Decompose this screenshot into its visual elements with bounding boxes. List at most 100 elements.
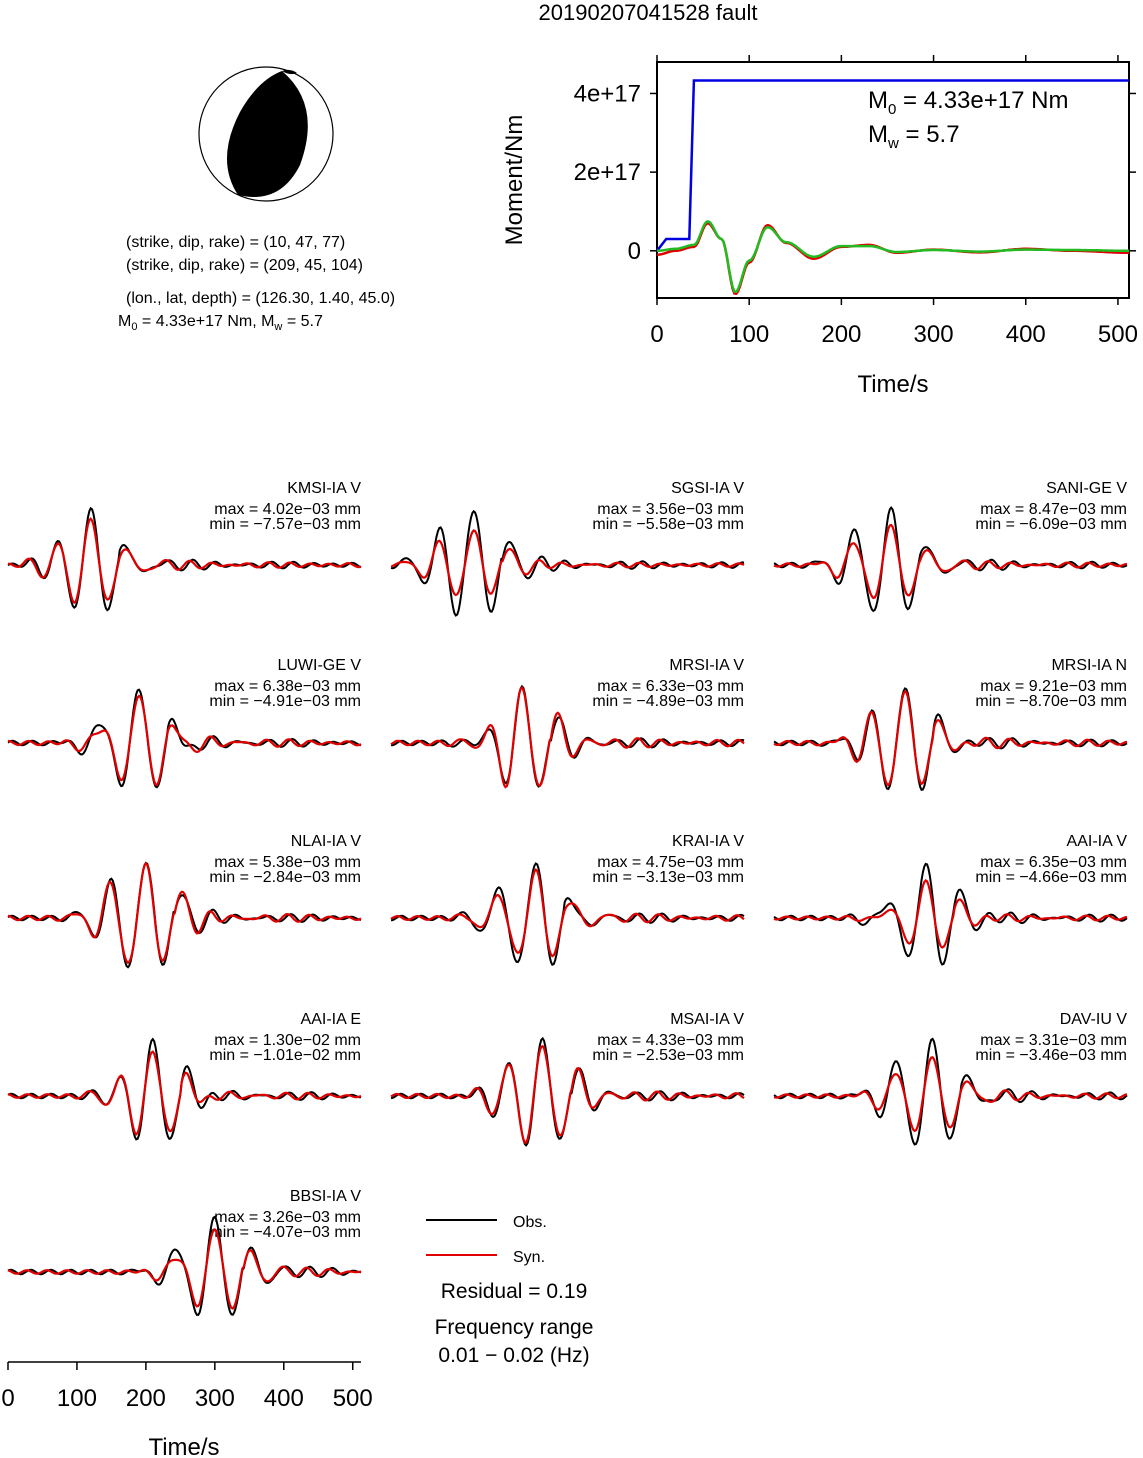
stf-m0-label: M0 = 4.33e+17 Nm [868, 87, 1068, 118]
trace-synthetic [7, 517, 362, 605]
stf-ytick-label: 0 [628, 238, 641, 265]
trace-synthetic [773, 879, 1128, 949]
bottom-xtick-label: 500 [333, 1385, 373, 1412]
trace-max-label: max = 9.21e−03 mm [980, 678, 1127, 695]
trace-station-label: LUWI-GE V [277, 657, 361, 674]
stf-frame [656, 61, 1130, 299]
bottom-xtick-label: 100 [57, 1385, 97, 1412]
stf-xtick-label: 500 [1098, 321, 1138, 348]
trace-max-label: max = 6.33e−03 mm [597, 678, 744, 695]
stf-cumulative-moment [656, 79, 1129, 252]
bottom-xtick-label: 300 [195, 1385, 235, 1412]
legend-obs-label: Obs. [513, 1214, 547, 1231]
trace-synthetic [7, 694, 362, 787]
trace-synthetic [773, 689, 1128, 787]
trace-synthetic [7, 861, 362, 965]
trace-min-label: min = −4.07e−03 mm [209, 1224, 361, 1241]
plane1-text: (strike, dip, rake) = (10, 47, 77) [126, 234, 345, 251]
trace-station-label: MRSI-IA N [1051, 657, 1127, 674]
bottom-xtick-label: 0 [1, 1385, 14, 1412]
legend-syn-label: Syn. [513, 1249, 545, 1266]
legend: Obs. Syn. Residual = 0.19 Frequency rang… [426, 1214, 593, 1367]
trace-station-label: MRSI-IA V [669, 657, 744, 674]
stf-xlabel: Time/s [857, 371, 928, 398]
plane2-text: (strike, dip, rake) = (209, 45, 104) [126, 257, 363, 274]
trace-station-label: NLAI-IA V [291, 833, 362, 850]
trace-min-label: min = −2.53e−03 mm [592, 1047, 744, 1064]
figure-title: 20190207041528 fault [539, 0, 758, 25]
trace-max-label: max = 4.02e−03 mm [214, 501, 361, 518]
trace-min-label: min = −1.01e−02 mm [209, 1047, 361, 1064]
stf-xtick-label: 200 [821, 321, 861, 348]
stf-xtick-label: 400 [1006, 321, 1046, 348]
trace-max-label: max = 4.33e−03 mm [597, 1032, 744, 1049]
trace-station-label: AAI-IA E [301, 1011, 361, 1028]
trace-max-label: max = 5.38e−03 mm [214, 854, 361, 871]
trace-min-label: min = −4.66e−03 mm [975, 869, 1127, 886]
beachball-compressional-quadrant [226, 71, 308, 197]
stf-ylabel: Moment/Nm [501, 115, 528, 246]
trace-synthetic [7, 1228, 362, 1310]
freq-label: Frequency range [435, 1316, 594, 1339]
trace-observed [7, 1037, 362, 1141]
stf-xtick-label: 300 [914, 321, 954, 348]
trace-min-label: min = −7.57e−03 mm [209, 516, 361, 533]
trace-min-label: min = −6.09e−03 mm [975, 516, 1127, 533]
bottom-time-axis: Time/s 0 100 200 300 400 500 [1, 1361, 373, 1458]
trace-station-label: BBSI-IA V [290, 1188, 361, 1205]
trace-synthetic [390, 529, 745, 597]
trace-max-label: max = 6.35e−03 mm [980, 854, 1127, 871]
trace-max-label: max = 4.75e−03 mm [597, 854, 744, 871]
trace-min-label: min = −4.89e−03 mm [592, 693, 744, 710]
trace-min-label: min = −2.84e−03 mm [209, 869, 361, 886]
bottom-xtick-label: 400 [264, 1385, 304, 1412]
stf-panel: 0 2e+17 4e+17 0 100 200 300 400 500 Moment/Nm Ti… [501, 55, 1138, 398]
trace-min-label: min = −3.13e−03 mm [592, 869, 744, 886]
stf-xtick-label: 100 [729, 321, 769, 348]
trace-station-label: KRAI-IA V [672, 833, 744, 850]
stf-ytick-label: 4e+17 [574, 80, 641, 107]
trace-max-label: max = 3.56e−03 mm [597, 501, 744, 518]
location-text: (lon., lat, depth) = (126.30, 1.40, 45.0… [126, 290, 395, 307]
moment-text: M0 = 4.33e+17 Nm, Mw = 5.7 [118, 313, 323, 333]
stf-mw-label: Mw = 5.7 [868, 121, 960, 152]
bottom-xtick-label: 200 [126, 1385, 166, 1412]
trace-synthetic [390, 1044, 745, 1144]
residual-text: Residual = 0.19 [441, 1280, 588, 1303]
trace-station-label: KMSI-IA V [287, 480, 361, 497]
trace-min-label: min = −3.46e−03 mm [975, 1047, 1127, 1064]
bottom-xlabel: Time/s [148, 1434, 219, 1458]
trace-max-label: max = 3.26e−03 mm [214, 1209, 361, 1226]
stf-ytick-label: 2e+17 [574, 159, 641, 186]
trace-max-label: max = 8.47e−03 mm [980, 501, 1127, 518]
trace-synthetic [390, 686, 745, 789]
stf-moment-rate-green [657, 220, 1129, 294]
trace-synthetic [390, 868, 745, 958]
freq-value: 0.01 − 0.02 (Hz) [438, 1344, 589, 1367]
trace-station-label: SANI-GE V [1046, 480, 1127, 497]
trace-station-label: AAI-IA V [1067, 833, 1128, 850]
trace-observed [390, 509, 745, 617]
trace-synthetic [773, 523, 1128, 600]
trace-max-label: max = 1.30e−02 mm [214, 1032, 361, 1049]
trace-station-label: DAV-IU V [1060, 1011, 1128, 1028]
trace-station-label: MSAI-IA V [670, 1011, 744, 1028]
trace-synthetic [7, 1050, 362, 1136]
trace-min-label: min = −5.58e−03 mm [592, 516, 744, 533]
trace-min-label: min = −4.91e−03 mm [209, 693, 361, 710]
beachball [198, 66, 334, 202]
trace-min-label: min = −8.70e−03 mm [975, 693, 1127, 710]
